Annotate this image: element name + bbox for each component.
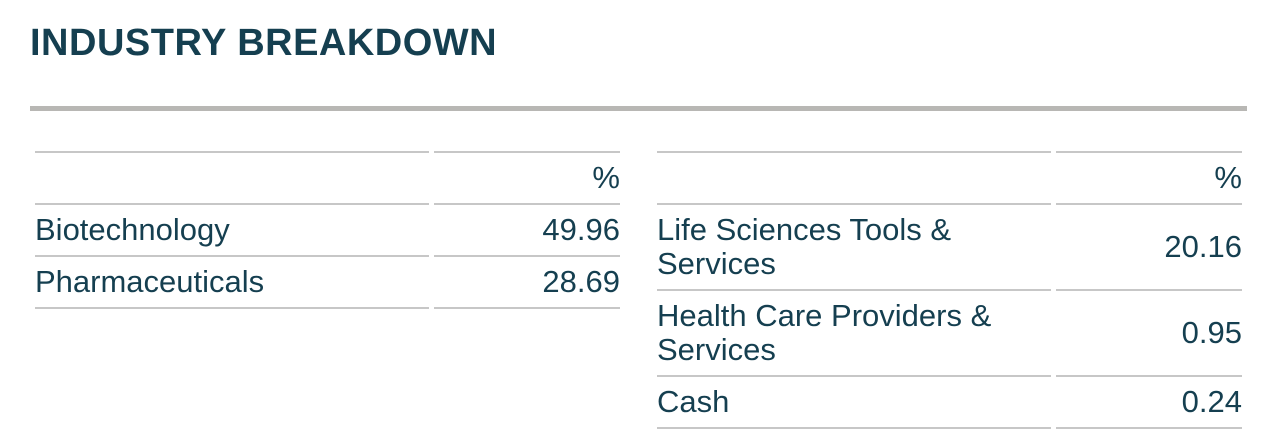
percent-header-cell: % (1056, 151, 1242, 205)
industry-name-cell: Biotechnology (35, 205, 430, 257)
industry-name-cell: Cash (657, 377, 1052, 429)
percent-value-cell: 20.16 (1056, 205, 1242, 291)
industry-table-left: % Biotechnology 49.96 Pharmaceuticals 28.69 (30, 151, 625, 309)
table-header-row: % (657, 151, 1242, 205)
industry-breakdown-section: INDUSTRY BREAKDOWN % Biotechnology 49.96 P… (30, 22, 1247, 429)
industry-name-cell: Pharmaceuticals (35, 257, 430, 309)
industry-header-cell (657, 151, 1052, 205)
industry-header-cell (35, 151, 430, 205)
table-row: Biotechnology 49.96 (35, 205, 620, 257)
table-row: Health Care Providers & Services 0.95 (657, 291, 1242, 377)
percent-value-cell: 0.24 (1056, 377, 1242, 429)
table-row: Life Sciences Tools & Services 20.16 (657, 205, 1242, 291)
industry-name-cell: Life Sciences Tools & Services (657, 205, 1052, 291)
percent-value-cell: 49.96 (434, 205, 620, 257)
table-row: Pharmaceuticals 28.69 (35, 257, 620, 309)
title-divider (30, 106, 1247, 111)
breakdown-tables: % Biotechnology 49.96 Pharmaceuticals 28.69… (30, 151, 1247, 429)
table-row: Cash 0.24 (657, 377, 1242, 429)
percent-value-cell: 28.69 (434, 257, 620, 309)
industry-table-right: % Life Sciences Tools & Services 20.16 Hea… (652, 151, 1247, 429)
percent-value-cell: 0.95 (1056, 291, 1242, 377)
section-title: INDUSTRY BREAKDOWN (30, 22, 498, 64)
percent-header-cell: % (434, 151, 620, 205)
table-header-row: % (35, 151, 620, 205)
industry-name-cell: Health Care Providers & Services (657, 291, 1052, 377)
